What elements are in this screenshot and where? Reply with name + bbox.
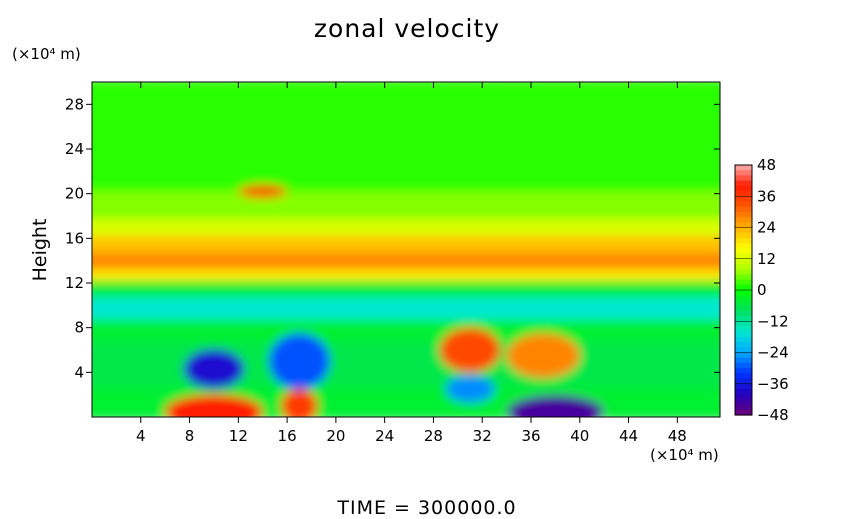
colorbar-segment [735,191,752,197]
colorbar-segment [735,399,752,406]
x-tick-label: 48 [668,427,687,445]
colorbar-tick-label: 48 [757,156,776,174]
colorbar-segment [735,185,752,192]
colorbar-segment [735,362,752,369]
colorbar-segment [735,300,752,307]
colorbar-segment [735,222,752,229]
colorbar-segment [735,196,752,203]
y-unit-label: (×10⁴ m) [12,45,81,63]
heatmap-band-10 [92,82,720,192]
y-tick-label: 4 [74,363,84,381]
colorbar-tick-label: 24 [757,219,776,237]
colorbar-segment [735,342,752,348]
colorbar-segment [735,310,752,317]
colorbar-segment [735,352,752,359]
colorbar-segment [735,253,752,260]
colorbar-segment [735,409,752,416]
heatmap-feature-1 [268,333,330,390]
y-axis: 4 8 12 16 20 24 28 [65,95,720,381]
colorbar-segment [735,180,752,187]
colorbar-segment [735,279,752,286]
heatmap-feature-6 [445,375,495,403]
x-tick-label: 20 [326,427,345,445]
colorbar-tick-label: −48 [757,406,789,424]
colorbar-segment [735,170,752,177]
colorbar-tick-label: 36 [757,187,776,205]
y-tick-label: 28 [65,95,84,113]
heatmap-plot-area [92,82,720,417]
colorbar-tick-label: 12 [757,250,776,268]
colorbar-segment [735,347,752,354]
colorbar: 48 36 24 12 0 −12 −24 −36 −48 [734,156,789,424]
colorbar-segment [735,232,752,239]
chart-title: zonal velocity [313,14,501,43]
colorbar-tick-label: −36 [757,375,789,393]
x-tick-label: 12 [229,427,248,445]
y-tick-label: 8 [74,319,84,337]
colorbar-segment [735,227,752,234]
colorbar-segment [735,263,752,270]
colorbar-segment [735,201,752,208]
x-axis: 4 8 12 16 20 24 28 32 36 40 44 48 [136,82,687,445]
time-label: TIME = 300000.0 [337,497,517,519]
heatmap-feature-0 [183,348,245,390]
colorbar-segment [735,404,752,411]
colorbar-segment [735,284,752,291]
x-tick-label: 40 [570,427,589,445]
colorbar-segment [735,165,752,171]
x-tick-label: 44 [619,427,638,445]
colorbar-segment [735,316,752,322]
colorbar-segment [735,274,752,281]
colorbar-tick-label: 0 [757,281,767,299]
heatmap-feature-5 [506,333,580,378]
x-tick-label: 28 [424,427,443,445]
colorbar-segment [735,336,752,343]
heatmap-band-1 [92,335,720,387]
heatmap-feature-2 [165,394,263,417]
y-tick-label: 24 [65,140,84,158]
x-tick-label: 36 [521,427,540,445]
colorbar-segment [735,388,752,395]
colorbar-segment [735,321,752,328]
x-tick-label: 4 [136,427,146,445]
plot-frame [91,81,721,418]
x-tick-label: 32 [473,427,492,445]
colorbar-segment [735,175,752,182]
colorbar-tick-label: −12 [757,312,789,330]
y-tick-label: 20 [65,185,84,203]
y-tick-label: 16 [65,229,84,247]
colorbar-segment [735,368,752,374]
colorbar-segment [735,243,752,249]
colorbar-segment [735,206,752,213]
colorbar-segment [735,326,752,333]
y-tick-label: 12 [65,274,84,292]
colorbar-tick-label: −24 [757,344,789,362]
colorbar-segment [735,305,752,312]
heatmap-feature-7 [506,394,605,417]
colorbar-segment [735,211,752,218]
colorbar-segment [735,290,752,296]
colorbar-segment [735,248,752,255]
colorbar-segment [735,269,752,275]
heatmap-feature-3 [281,389,318,417]
x-unit-label: (×10⁴ m) [650,446,719,464]
colorbar-segment [735,258,752,265]
x-tick-label: 8 [185,427,195,445]
heatmap-feature-8 [238,184,288,199]
colorbar-segment [735,373,752,380]
colorbar-segment [735,383,752,390]
colorbar-segment [735,237,752,244]
x-tick-label: 24 [375,427,394,445]
colorbar-segment [735,357,752,364]
x-tick-label: 16 [278,427,297,445]
colorbar-segment [735,394,752,400]
colorbar-segment [735,378,752,385]
colorbar-segment [735,295,752,302]
colorbar-segment [735,331,752,338]
colorbar-segment [735,217,752,223]
heatmap-feature-4 [439,327,501,373]
